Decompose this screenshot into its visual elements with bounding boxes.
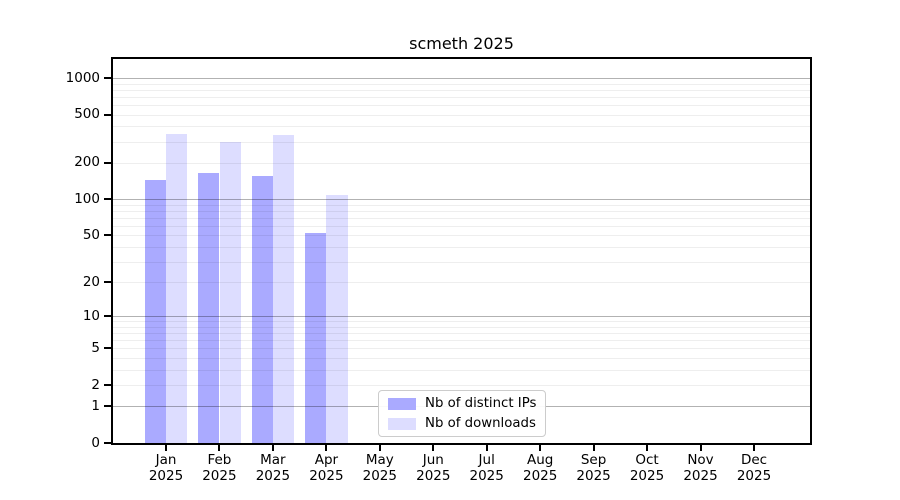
y-tick-label-0: 0 [91,434,100,451]
x-tick-label-may: May 2025 [340,452,420,484]
bar-downloads-apr [326,194,348,443]
year-label: 2025 [736,467,772,484]
year-label: 2025 [202,467,237,484]
y-tick-1000 [104,77,111,79]
year-label: 2025 [469,467,504,484]
minor-gridline-300 [113,141,810,143]
month-label: Dec [740,452,768,468]
x-tick-label-sep: Sep 2025 [554,452,634,484]
month-label: Apr [314,452,339,468]
y-tick-0 [104,442,111,444]
y-tick-label-1000: 1000 [65,69,100,86]
x-tick-jan [165,445,167,451]
y-tick-label-100: 100 [74,190,100,207]
year-label: 2025 [309,467,344,484]
bar-distinct-ips-jan [144,179,166,443]
legend-row-downloads: Nb of downloads [388,415,545,432]
x-tick-label-apr: Apr 2025 [286,452,366,484]
x-tick-oct [646,445,648,451]
y-tick-label-500: 500 [74,106,100,123]
y-tick-label-2: 2 [91,376,100,393]
x-tick-nov [699,445,702,451]
bar-distinct-ips-apr [305,233,327,443]
x-tick-label-feb: Feb 2025 [179,452,259,484]
month-label: Jan [155,452,177,468]
y-tick-20 [104,281,111,284]
year-label: 2025 [523,467,558,484]
year-label: 2025 [362,467,397,484]
x-tick-label-jun: Jun 2025 [393,452,473,484]
y-tick-label-1: 1 [91,397,100,414]
minor-gridline-400 [113,126,810,128]
plot-area [111,57,812,445]
bar-downloads-mar [272,135,295,443]
minor-gridline-200 [113,162,810,164]
year-label: 2025 [148,467,184,484]
legend: Nb of distinct IPs Nb of downloads [378,390,546,437]
x-tick-dec [753,445,755,451]
major-gridline-1000 [113,78,810,79]
x-tick-label-jul: Jul 2025 [447,452,527,484]
month-label: Jun [422,452,444,468]
legend-swatch-distinct-ips [388,397,416,410]
bar-downloads-jan [166,134,188,443]
month-label: Nov [687,452,714,468]
y-tick-label-5: 5 [91,339,100,356]
bar-distinct-ips-mar [251,176,273,443]
x-tick-aug [539,445,542,451]
month-label: Sep [580,452,607,468]
y-tick-200 [104,161,111,164]
x-tick-label-oct: Oct 2025 [607,452,687,484]
y-tick-500 [104,113,111,116]
x-tick-apr [325,445,328,451]
legend-label-distinct-ips: Nb of distinct IPs [425,396,537,411]
month-label: Aug [527,452,554,468]
y-tick-label-50: 50 [82,226,100,243]
y-tick-5 [104,347,111,350]
year-label: 2025 [576,467,611,484]
x-tick-may [378,445,381,451]
x-tick-mar [271,445,274,451]
month-label: Oct [635,452,659,468]
year-label: 2025 [255,467,291,484]
year-label: 2025 [416,467,451,484]
minor-gridline-700 [113,96,810,98]
minor-gridline-800 [113,89,810,91]
x-tick-label-mar: Mar 2025 [233,452,313,484]
y-tick-2 [104,384,111,386]
x-tick-label-nov: Nov 2025 [661,452,741,484]
minor-gridline-500 [113,114,810,116]
legend-row-distinct-ips: Nb of distinct IPs [388,395,545,412]
minor-gridline-900 [113,83,810,85]
x-tick-label-jan: Jan 2025 [126,452,206,484]
x-tick-label-dec: Dec 2025 [714,452,794,484]
minor-gridline-600 [113,105,810,106]
y-tick-100 [104,198,111,201]
month-label: Jul [478,452,495,468]
legend-label-downloads: Nb of downloads [425,416,536,431]
x-tick-jun [432,445,435,451]
chart-title: scmeth 2025 [409,34,514,53]
y-tick-10 [104,315,111,318]
y-tick-label-20: 20 [82,273,100,290]
legend-swatch-downloads [388,417,416,430]
x-tick-sep [592,445,595,451]
x-tick-feb [218,445,221,451]
y-tick-label-200: 200 [74,154,100,171]
bar-downloads-feb [219,141,241,443]
x-tick-label-aug: Aug 2025 [500,452,580,484]
x-tick-jul [485,445,488,451]
year-label: 2025 [629,467,665,484]
month-label: Feb [207,452,232,468]
bar-distinct-ips-feb [198,172,220,443]
y-tick-50 [104,234,111,237]
year-label: 2025 [683,467,718,484]
month-label: May [365,452,394,468]
month-label: Mar [260,452,286,468]
y-tick-1 [104,405,111,408]
y-tick-label-10: 10 [82,307,100,324]
